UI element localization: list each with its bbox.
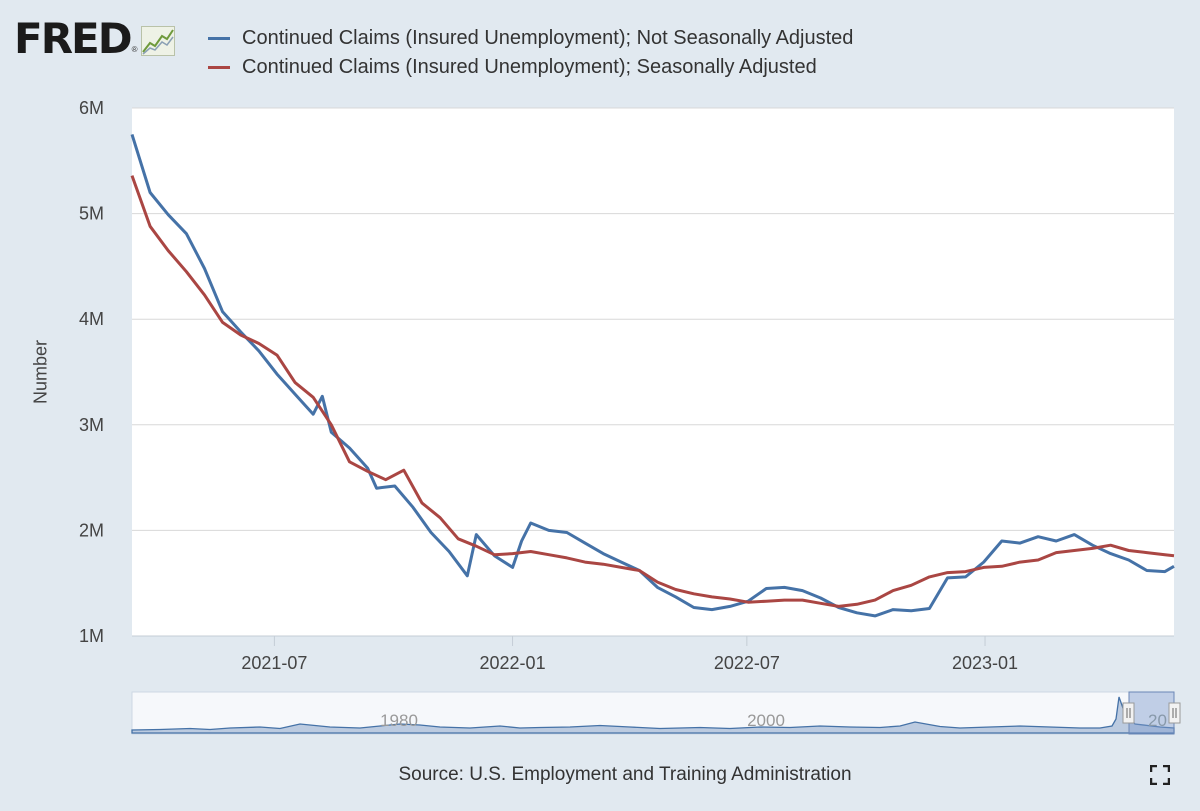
y-tick-label: 1M bbox=[79, 626, 104, 646]
navigator[interactable]: 1980 2000 20 bbox=[132, 692, 1180, 734]
navigator-right-handle[interactable] bbox=[1169, 703, 1180, 723]
x-tick-label: 2022-01 bbox=[480, 653, 546, 673]
navigator-left-handle[interactable] bbox=[1123, 703, 1134, 723]
line-chart[interactable]: 1M 2M 3M 4M 5M 6M 2021-07 2022-01 2022-07 2023-0… bbox=[0, 0, 1200, 745]
x-axis-ticks: 2021-07 2022-01 2022-07 2023-01 bbox=[241, 636, 1018, 673]
navigator-label-20: 20 bbox=[1148, 711, 1167, 730]
x-tick-label: 2021-07 bbox=[241, 653, 307, 673]
y-tick-label: 3M bbox=[79, 415, 104, 435]
y-tick-label: 6M bbox=[79, 98, 104, 118]
navigator-label-1980: 1980 bbox=[380, 711, 418, 730]
x-tick-label: 2022-07 bbox=[714, 653, 780, 673]
source-note: Source: U.S. Employment and Training Adm… bbox=[0, 764, 1200, 786]
y-tick-label: 2M bbox=[79, 520, 104, 540]
fullscreen-icon[interactable] bbox=[1150, 765, 1170, 785]
x-tick-label: 2023-01 bbox=[952, 653, 1018, 673]
navigator-label-2000: 2000 bbox=[747, 711, 785, 730]
y-tick-label: 4M bbox=[79, 309, 104, 329]
y-axis-ticks: 1M 2M 3M 4M 5M 6M bbox=[79, 98, 104, 646]
y-tick-label: 5M bbox=[79, 204, 104, 224]
